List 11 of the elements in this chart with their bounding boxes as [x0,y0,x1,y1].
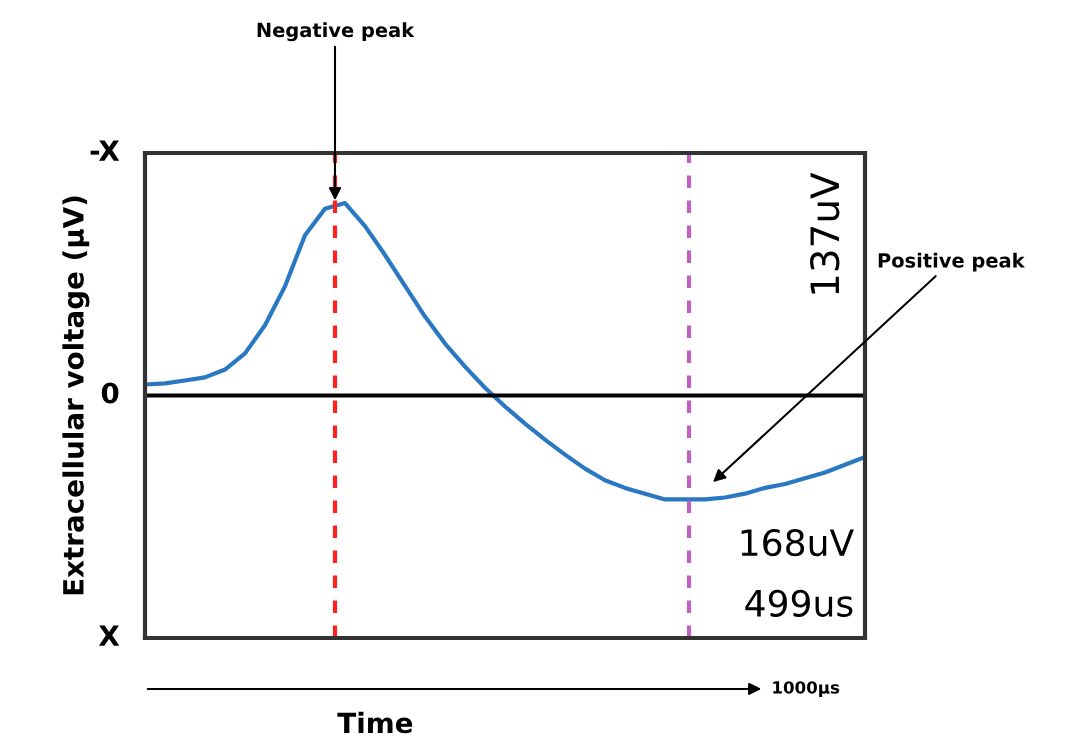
text: -X [90,140,120,161]
text: Time [337,711,413,734]
text: 1000µs [773,681,840,697]
text: Negative peak [257,22,415,42]
text: 168uV [741,529,854,557]
text: 0 [101,382,119,404]
text: X [98,625,120,646]
text: 499us [745,589,853,617]
text: Positive peak [878,252,1025,272]
annotation: 137uV [810,172,840,294]
y-axis-title: Extracellular voltage (µV) [62,196,90,595]
